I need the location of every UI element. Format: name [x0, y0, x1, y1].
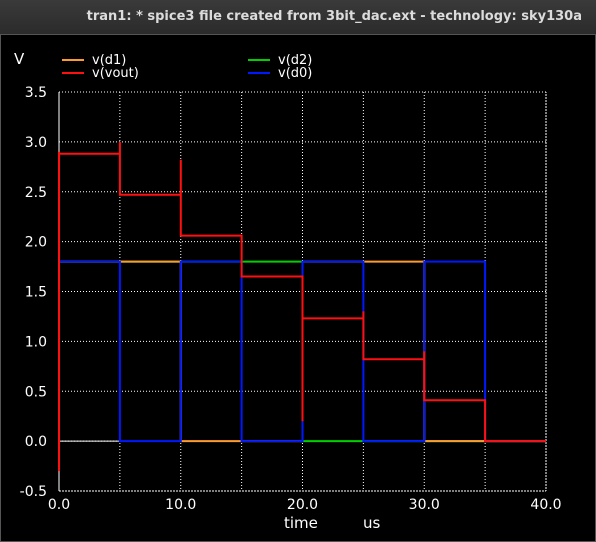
plot-area[interactable]	[0, 34, 596, 542]
y-tick-label: 1.5	[25, 285, 47, 301]
y-tick-label: 0.0	[25, 434, 47, 450]
x-axis-unit: us	[363, 514, 381, 532]
y-tick-label: -0.5	[20, 484, 47, 500]
y-tick-label: 3.0	[25, 135, 47, 151]
legend-label: v(d0)	[278, 66, 312, 81]
x-axis-label: time	[284, 514, 318, 532]
x-tick-label: 10.0	[165, 497, 196, 513]
window-title: tran1: * spice3 file created from 3bit_d…	[86, 9, 582, 24]
y-tick-label: 2.0	[25, 235, 47, 251]
y-tick-label: 1.0	[25, 334, 47, 350]
y-tick-label: 2.5	[25, 185, 47, 201]
y-tick-label: 0.5	[25, 384, 47, 400]
x-tick-label: 30.0	[409, 497, 440, 513]
trace-vd0[interactable]	[58, 260, 546, 443]
legend-label: v(vout)	[92, 66, 139, 81]
legend-label: v(d2)	[278, 53, 312, 68]
y-tick-label: 3.5	[25, 85, 47, 101]
x-tick-label: 20.0	[287, 497, 318, 513]
y-axis-label: V	[14, 50, 25, 68]
x-tick-label: 0.0	[48, 497, 70, 513]
window-titlebar: tran1: * spice3 file created from 3bit_d…	[0, 0, 596, 34]
trace-vvout[interactable]	[58, 141, 546, 472]
legend-label: v(d1)	[92, 53, 126, 68]
x-tick-label: 40.0	[530, 497, 561, 513]
